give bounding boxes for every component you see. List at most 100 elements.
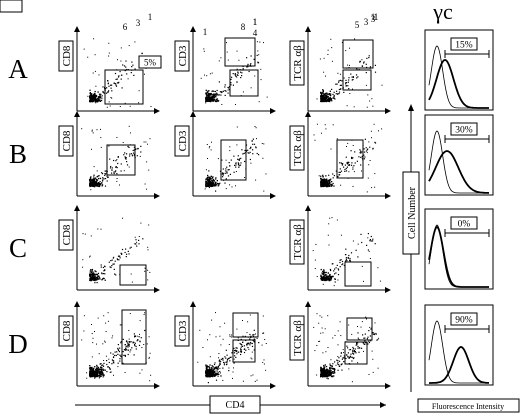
histogram-percent-box xyxy=(450,37,478,51)
axis-label-box xyxy=(58,125,74,157)
axis-label-box xyxy=(174,125,190,157)
gate-box xyxy=(224,37,256,67)
axis-label-box xyxy=(174,40,190,72)
gate-box xyxy=(232,339,256,363)
gate-box xyxy=(229,69,259,97)
gate-box xyxy=(342,69,372,91)
row-label: B xyxy=(9,139,27,169)
cd4-axis-arrowhead xyxy=(380,402,386,408)
cell-number-label-box xyxy=(402,171,420,255)
gate-box xyxy=(342,39,374,69)
stained-histogram-curve xyxy=(428,150,490,194)
histogram-percent-box xyxy=(450,312,478,326)
event-dots xyxy=(81,125,151,191)
axis-label-box xyxy=(289,40,305,86)
axis-label-box xyxy=(289,219,305,265)
gate-box xyxy=(106,144,136,176)
y-axis-arrowhead xyxy=(74,205,80,211)
y-axis-arrowhead xyxy=(305,26,311,32)
cell-number-label: Cell Number xyxy=(407,186,418,239)
cd4-axis-label: CD4 xyxy=(226,400,245,411)
event-dots xyxy=(83,38,152,108)
gate-box xyxy=(344,261,372,287)
x-axis-arrowhead xyxy=(385,108,391,114)
x-axis-arrowhead xyxy=(270,193,276,199)
axis-label-box xyxy=(289,125,305,171)
axis-label: CD3 xyxy=(177,130,189,151)
histogram-percent-label: 30% xyxy=(455,126,473,136)
event-dots xyxy=(204,126,267,192)
y-axis-arrowhead xyxy=(305,111,311,117)
x-axis-arrowhead xyxy=(154,108,160,114)
dot-plot: CD8 5% xyxy=(58,26,162,114)
event-dots xyxy=(312,217,381,287)
histogram-panel: 0% xyxy=(424,208,494,290)
x-axis-arrowhead xyxy=(154,193,160,199)
axis-label: CD3 xyxy=(177,320,189,341)
axis-label-box xyxy=(58,40,74,72)
y-axis-arrowhead xyxy=(305,205,311,211)
axis-label-box xyxy=(174,315,190,347)
row-label: C xyxy=(9,233,27,263)
gate-box xyxy=(220,139,247,181)
fluorescence-label-box xyxy=(417,398,520,413)
axis-label-box xyxy=(289,315,305,361)
event-dots xyxy=(82,217,151,284)
gate-box xyxy=(232,312,259,338)
event-dots xyxy=(197,312,267,384)
axis-label: TCR αβ xyxy=(292,130,304,166)
histogram-percent-label: 90% xyxy=(455,316,473,326)
x-axis-arrowhead xyxy=(154,383,160,389)
gate-percent-box xyxy=(0,0,23,13)
gate-percent-box xyxy=(138,55,162,69)
x-axis-arrowhead xyxy=(154,287,160,293)
y-axis-arrowhead xyxy=(74,301,80,307)
histogram-panel: 90% xyxy=(424,304,494,386)
gate-percent-label: 5% xyxy=(144,58,157,68)
y-axis-arrowhead xyxy=(74,111,80,117)
fluorescence-intensity-label: Fluorescence Intensity xyxy=(432,402,504,411)
histogram-percent-label: 0% xyxy=(458,220,471,230)
histogram-panel: 15% xyxy=(424,29,494,111)
event-dots xyxy=(313,313,380,383)
x-axis-arrowhead xyxy=(385,193,391,199)
cd4-label-box xyxy=(209,395,261,414)
axis-label: TCR αβ xyxy=(292,45,304,81)
x-axis-arrowhead xyxy=(270,108,276,114)
histogram-percent-box xyxy=(450,122,478,136)
stained-histogram-curve xyxy=(428,225,489,288)
row-label: A xyxy=(8,54,28,84)
gate-box xyxy=(119,264,147,286)
histogram-column: 15% 30% 0% 90% xyxy=(424,29,494,386)
axis-label-box xyxy=(58,219,74,251)
x-axis-arrowhead xyxy=(385,287,391,293)
gate-box xyxy=(104,69,144,105)
y-axis-arrowhead xyxy=(74,26,80,32)
gate-box xyxy=(336,139,364,179)
gamma-c-header: γc xyxy=(432,0,453,24)
gate-box xyxy=(344,341,368,365)
y-axis-arrowhead xyxy=(190,301,196,307)
cell-number-axis-arrowhead xyxy=(408,104,414,111)
axis-label: CD8 xyxy=(61,45,73,66)
row-label: D xyxy=(8,329,28,359)
histogram-percent-box xyxy=(450,216,478,230)
y-axis-arrowhead xyxy=(190,26,196,32)
x-axis-arrowhead xyxy=(385,383,391,389)
event-dots xyxy=(313,123,383,193)
x-axis-arrowhead xyxy=(270,383,276,389)
histogram-panel: 30% xyxy=(424,114,494,196)
stained-histogram-curve xyxy=(429,346,489,384)
control-histogram-curve xyxy=(428,320,489,384)
y-axis-arrowhead xyxy=(190,111,196,117)
axis-label: CD8 xyxy=(61,130,73,151)
event-dots xyxy=(81,312,152,382)
axis-label: CD3 xyxy=(177,45,189,66)
axis-label: TCR αβ xyxy=(292,320,304,356)
gate-box xyxy=(121,309,147,365)
axis-label: TCR αβ xyxy=(292,224,304,260)
axis-label: CD8 xyxy=(61,224,73,245)
gate-box xyxy=(346,317,373,341)
histogram-percent-label: 15% xyxy=(455,41,473,51)
